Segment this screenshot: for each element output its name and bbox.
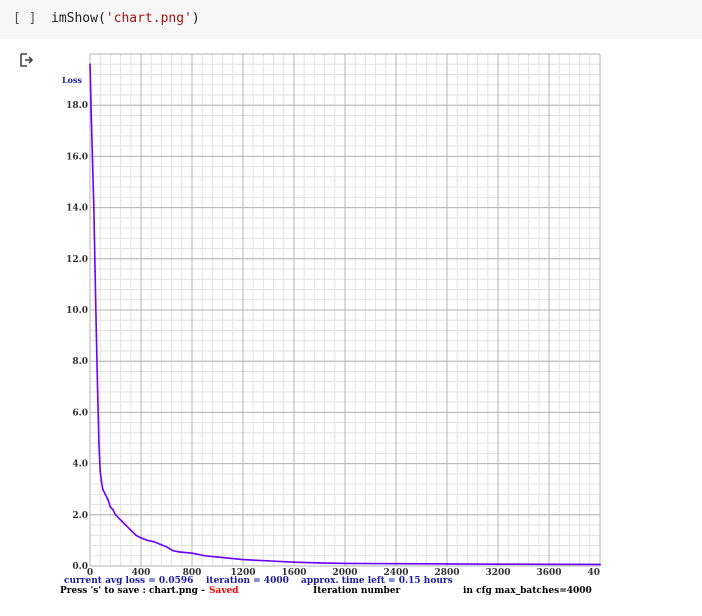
loss-chart: 0.0 2.0 4.0 6.0 8.0 10.0 12.0 14.0 16.0 18.0 Loss 0… <box>62 53 601 578</box>
loss-point <box>92 206 95 209</box>
loss-point <box>101 488 104 491</box>
x-tick-label: 0 <box>87 568 93 578</box>
loss-point <box>99 470 102 473</box>
loss-point <box>96 391 99 393</box>
footer-save-hint: Press 's' to save : chart.png - <box>60 586 205 596</box>
loss-point <box>395 562 397 565</box>
loss-point <box>89 63 91 66</box>
loss-point <box>100 480 103 483</box>
footer-time-left: approx. time left = 0.15 hours <box>301 576 453 586</box>
loss-point <box>267 559 270 562</box>
x-tick-label: 2000 <box>332 568 357 578</box>
loss-point <box>178 551 181 553</box>
loss-point <box>293 561 295 564</box>
code-cell-input[interactable]: [ ] imShow('chart.png') <box>0 0 702 39</box>
loss-point <box>90 114 93 117</box>
code-line[interactable]: imShow('chart.png') <box>51 11 200 26</box>
y-tick-label: 10.0 <box>66 306 88 316</box>
x-tick-label: 800 <box>183 568 202 578</box>
loss-point <box>114 513 117 516</box>
loss-point <box>152 540 155 543</box>
loss-point <box>135 534 137 537</box>
loss-point <box>112 508 114 511</box>
footer-cfg-batches: in cfg max_batches=4000 <box>463 586 592 596</box>
chart-output-image: 0.0 2.0 4.0 6.0 8.0 10.0 12.0 14.0 16.0 18.0 Loss 0… <box>58 50 604 600</box>
footer-current-loss: current avg loss = 0.0596 <box>64 576 194 586</box>
y-tick-label: 4.0 <box>72 460 88 470</box>
loss-point <box>98 442 100 445</box>
code-close-paren: ) <box>191 11 200 26</box>
y-tick-label: 12.0 <box>66 255 88 265</box>
loss-point <box>191 552 193 555</box>
y-tick-label: 0.0 <box>72 562 88 572</box>
y-tick-label: 18.0 <box>66 101 88 111</box>
output-arrow-icon[interactable] <box>18 52 34 68</box>
y-tick-label: 16.0 <box>66 152 88 162</box>
loss-point <box>140 536 142 539</box>
loss-point <box>229 557 232 560</box>
loss-point <box>109 506 112 509</box>
x-tick-label: 40 <box>587 568 600 578</box>
loss-point <box>106 498 109 501</box>
run-cell-button[interactable]: [ ] <box>13 11 37 26</box>
loss-point <box>318 562 321 564</box>
loss-point <box>91 160 94 163</box>
loss-point <box>146 539 149 542</box>
footer-iteration: iteration = 4000 <box>206 576 289 586</box>
loss-point <box>159 543 162 546</box>
footer-saved-status: Saved <box>209 586 239 596</box>
x-tick-label: 1200 <box>230 568 255 578</box>
y-axis-label: Loss <box>62 75 82 85</box>
loss-point <box>94 270 96 273</box>
loss-point <box>119 519 122 521</box>
loss-point <box>599 563 601 566</box>
loss-point <box>171 549 174 552</box>
loss-point <box>344 562 346 565</box>
x-tick-label: 2800 <box>434 568 459 578</box>
loss-point <box>548 563 550 566</box>
x-tick-label: 1600 <box>281 568 306 578</box>
loss-point <box>203 554 206 557</box>
y-tick-label: 8.0 <box>72 357 88 367</box>
loss-point <box>242 558 244 561</box>
x-tick-label: 400 <box>132 568 151 578</box>
loss-point <box>446 563 448 565</box>
y-tick-label: 2.0 <box>72 511 88 521</box>
x-tick-label: 3200 <box>485 568 510 578</box>
y-tick-label: 6.0 <box>72 408 88 418</box>
loss-point <box>104 493 107 496</box>
loss-point <box>165 545 168 548</box>
y-tick-label: 14.0 <box>66 204 88 214</box>
code-function: imShow( <box>51 11 106 26</box>
loss-point <box>124 524 127 526</box>
loss-point <box>129 529 132 532</box>
code-string-arg: 'chart.png' <box>105 11 192 26</box>
x-tick-label: 3600 <box>536 568 561 578</box>
loss-point <box>95 334 98 337</box>
loss-point <box>216 556 219 558</box>
loss-point <box>497 563 499 566</box>
x-axis-label: Iteration number <box>313 586 401 596</box>
x-tick-label: 2400 <box>383 568 408 578</box>
